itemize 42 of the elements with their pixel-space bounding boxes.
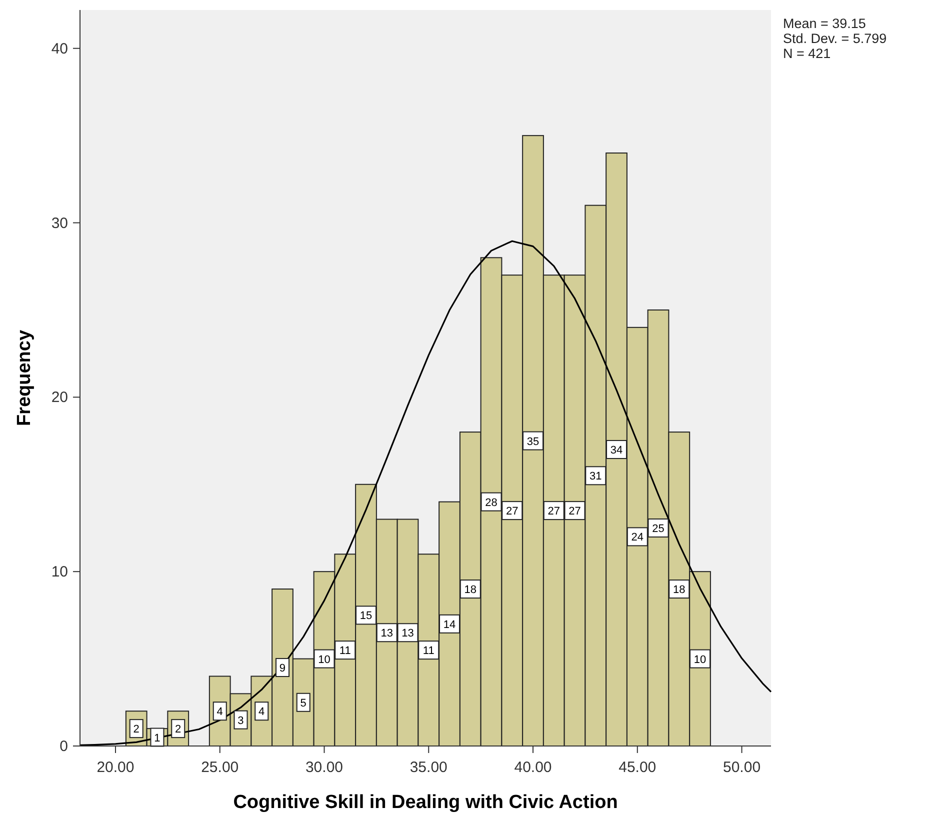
data-label: 2 [175,724,182,736]
x-tick-label: 50.00 [723,759,761,776]
data-label: 28 [485,496,498,509]
x-tick-label: 45.00 [618,759,656,776]
data-label: 13 [380,628,394,640]
data-label: 10 [694,654,706,666]
data-label: 35 [526,436,540,448]
data-label: 11 [339,645,351,658]
data-label: 27 [506,506,518,518]
data-label: 5 [300,697,306,710]
data-label: 2 [133,724,140,736]
data-label: 11 [422,645,434,658]
x-axis-title: Cognitive Skill in Dealing with Civic Action [233,792,618,813]
y-tick-label: 10 [51,564,68,581]
data-label: 14 [443,618,456,631]
y-tick-label: 0 [60,738,68,755]
data-label: 18 [673,584,686,596]
data-label: 15 [360,610,372,622]
y-tick-label: 20 [51,389,68,406]
data-label: 27 [568,506,581,518]
x-tick-label: 25.00 [201,759,239,776]
data-label: 4 [258,706,265,718]
x-tick-label: 35.00 [410,759,448,776]
data-label: 25 [652,522,664,535]
data-label: 13 [402,628,414,640]
data-label: 27 [548,506,560,518]
data-label: 31 [590,470,602,483]
data-label: 4 [216,706,223,718]
data-label: 3 [238,714,244,727]
data-label: 34 [610,444,623,457]
data-label: 10 [318,654,330,666]
data-label: 24 [631,532,644,544]
x-tick-label: 30.00 [305,759,344,776]
data-label: 1 [154,732,160,744]
data-label: 9 [279,662,286,675]
y-tick-label: 30 [51,214,68,232]
x-tick-label: 40.00 [514,759,552,776]
y-axis-title: Frequency [14,330,35,426]
y-tick-label: 40 [51,40,68,58]
x-tick-label: 20.00 [96,759,134,776]
data-label: 18 [464,584,477,596]
text: Mean = 39.15 Std. Dev. = 5.799 N = 421 [783,16,887,61]
